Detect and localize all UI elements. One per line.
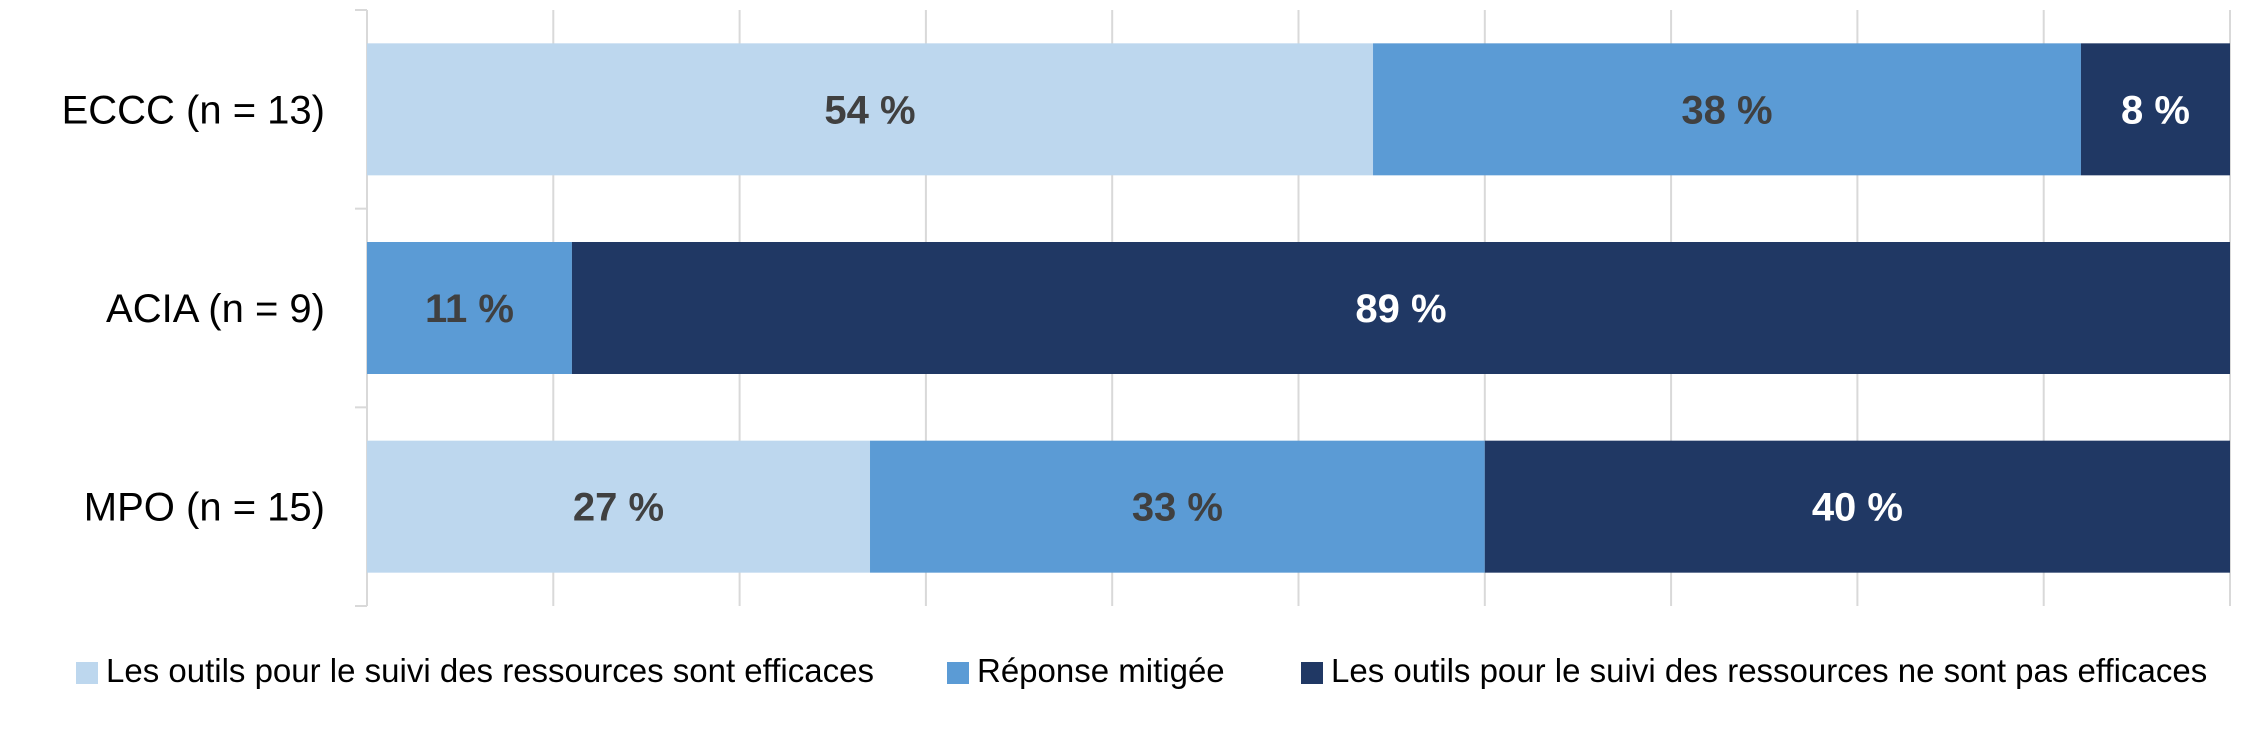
legend-label: Les outils pour le suivi des ressources … <box>1331 652 2207 689</box>
bar-segment <box>1373 43 2081 176</box>
data-label: 89 % <box>1355 287 1446 331</box>
data-label: 8 % <box>2121 88 2190 132</box>
bar-segment <box>870 440 1485 573</box>
bar-segment <box>367 43 1374 176</box>
legend-label: Les outils pour le suivi des ressources … <box>106 652 874 689</box>
bar-segment <box>367 242 572 374</box>
data-label: 27 % <box>573 486 664 530</box>
data-label: 54 % <box>824 88 915 132</box>
data-label: 11 % <box>425 287 514 331</box>
bar-segment <box>1484 440 2230 573</box>
legend-swatch <box>947 662 969 684</box>
data-label: 33 % <box>1132 486 1223 530</box>
legend-swatch <box>1301 662 1323 684</box>
bar-segment <box>571 242 2231 374</box>
legend-label: Réponse mitigée <box>977 652 1225 689</box>
legend: Les outils pour le suivi des ressources … <box>76 652 2207 689</box>
bar-segment <box>2080 43 2230 176</box>
bar-segment <box>367 440 871 573</box>
data-label: 40 % <box>1812 486 1903 530</box>
category-label: MPO (n = 15) <box>84 486 325 530</box>
legend-swatch <box>76 662 98 684</box>
category-label: ECCC (n = 13) <box>62 88 325 132</box>
data-label: 38 % <box>1681 88 1772 132</box>
category-labels: ECCC (n = 13) ACIA (n = 9) MPO (n = 15) <box>62 88 325 529</box>
bar-segments <box>367 43 2231 573</box>
category-axis <box>355 9 368 607</box>
category-label: ACIA (n = 9) <box>106 287 325 331</box>
data-labels: 54 % 38 % 8 % 11 % 89 % 27 % 33 % 40 % <box>425 88 2190 529</box>
